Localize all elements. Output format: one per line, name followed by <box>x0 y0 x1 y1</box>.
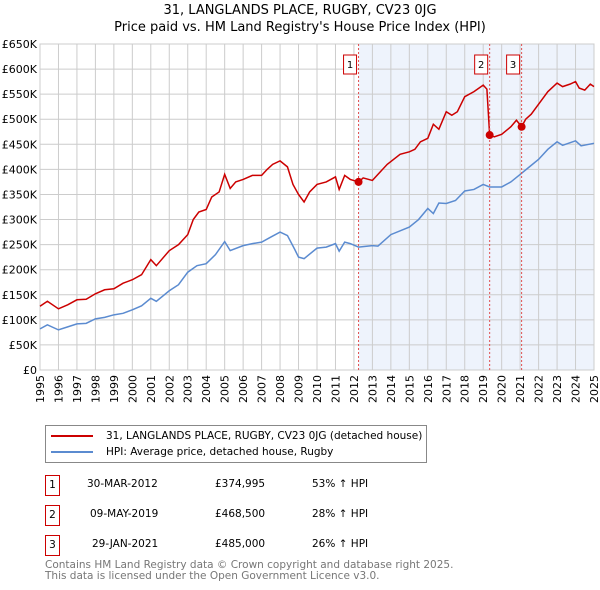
x-tick-label: 2007 <box>256 375 269 403</box>
x-tick-label: 2013 <box>366 375 379 403</box>
footer-line: This data is licensed under the Open Gov… <box>45 570 380 582</box>
y-tick-label: £350K <box>2 188 38 201</box>
x-tick-label: 2003 <box>182 375 195 403</box>
sale-date: 30-MAR-2012 <box>87 478 158 490</box>
x-tick-label: 2009 <box>293 375 306 403</box>
sale-label-box <box>343 54 358 75</box>
legend-item-hpi: HPI: Average price, detached house, Rugb… <box>51 445 333 459</box>
sale-point <box>517 122 526 131</box>
x-tick-label: 2019 <box>477 375 490 403</box>
chart-subtitle: Price paid vs. HM Land Registry's House … <box>114 20 486 35</box>
sale-date: 09-MAY-2019 <box>90 508 159 520</box>
series-line <box>39 80 595 310</box>
y-tick-label: £650K <box>2 38 38 51</box>
y-tick-label: £450K <box>2 138 38 151</box>
x-tick-label: 2012 <box>348 375 361 403</box>
x-tick-label: 2023 <box>551 375 564 403</box>
x-tick-label: 2016 <box>422 375 435 403</box>
x-tick-label: 2024 <box>570 375 583 403</box>
footer: Contains HM Land Registry data © Crown c… <box>45 560 453 582</box>
x-tick-label: 2006 <box>237 375 250 403</box>
sale-hpi: 28% ↑ HPI <box>312 508 369 520</box>
x-tick-label: 2014 <box>385 375 398 403</box>
y-tick-label: £600K <box>2 63 38 76</box>
shaded-region <box>358 44 594 370</box>
y-tick-label: £300K <box>2 214 38 227</box>
chart-plot: £0 £50K £100K £150K £200K £250K £300K £350K £400… <box>2 38 600 403</box>
legend-label: 31, LANGLANDS PLACE, RUGBY, CV23 0JG (de… <box>106 430 423 442</box>
sale-marker-box: 1 <box>45 475 60 496</box>
legend-label: HPI: Average price, detached house, Rugb… <box>106 446 334 458</box>
x-tick-label: 1997 <box>71 375 84 403</box>
plot-border <box>39 43 595 371</box>
sale-label: 1 <box>347 60 353 71</box>
y-tick-label: £100K <box>2 314 38 327</box>
y-tick-label: £50K <box>9 339 38 352</box>
x-tick-label: 2020 <box>496 375 509 403</box>
sale-point <box>485 131 494 140</box>
x-tick-label: 1999 <box>108 375 121 403</box>
sale-hpi: 26% ↑ HPI <box>312 538 369 550</box>
x-tick-label: 2021 <box>514 375 527 403</box>
legend: 31, LANGLANDS PLACE, RUGBY, CV23 0JG (de… <box>45 425 427 463</box>
x-tick-label: 2017 <box>440 375 453 403</box>
x-tick-label: 1995 <box>34 375 47 403</box>
legend-swatch-red <box>51 435 93 437</box>
x-tick-label: 2022 <box>533 375 546 403</box>
y-tick-label: £400K <box>2 163 38 176</box>
legend-item-property: 31, LANGLANDS PLACE, RUGBY, CV23 0JG (de… <box>51 429 422 443</box>
x-tick-label: 2000 <box>126 375 139 403</box>
x-tick-label: 1998 <box>89 375 102 403</box>
sale-label: 2 <box>478 60 484 71</box>
sale-marker-box: 2 <box>45 505 60 526</box>
y-tick-label: £550K <box>2 88 38 101</box>
series-line <box>39 139 595 331</box>
chart-title: 31, LANGLANDS PLACE, RUGBY, CV23 0JG <box>163 3 437 18</box>
sale-label-box <box>474 54 489 75</box>
y-tick-label: £0 <box>23 364 37 377</box>
sale-label-box <box>506 54 521 75</box>
footer-line: Contains HM Land Registry data © Crown c… <box>45 559 454 571</box>
x-tick-label: 2001 <box>145 375 158 403</box>
x-tick-label: 2004 <box>200 375 213 403</box>
x-tick-label: 2025 <box>588 375 600 403</box>
sale-price: £374,995 <box>215 478 266 490</box>
legend-swatch-blue <box>51 451 93 453</box>
y-tick-label: £200K <box>2 264 38 277</box>
y-tick-label: £250K <box>2 239 38 252</box>
x-tick-label: 2008 <box>274 375 287 403</box>
x-tick-label: 2005 <box>219 375 232 403</box>
x-tick-label: 2018 <box>459 375 472 403</box>
sale-price: £485,000 <box>215 538 266 550</box>
x-tick-label: 1996 <box>52 375 65 403</box>
x-tick-label: 2011 <box>329 375 342 403</box>
sale-hpi: 53% ↑ HPI <box>312 478 369 490</box>
x-tick-label: 2010 <box>311 375 324 403</box>
sale-point <box>354 177 363 186</box>
sale-label: 3 <box>510 60 516 71</box>
sale-date: 29-JAN-2021 <box>92 538 159 550</box>
sale-marker-box: 3 <box>45 535 60 556</box>
x-tick-label: 2002 <box>163 375 176 403</box>
y-tick-label: £500K <box>2 113 38 126</box>
sale-price: £468,500 <box>215 508 266 520</box>
y-tick-label: £150K <box>2 289 38 302</box>
x-tick-label: 2015 <box>403 375 416 403</box>
